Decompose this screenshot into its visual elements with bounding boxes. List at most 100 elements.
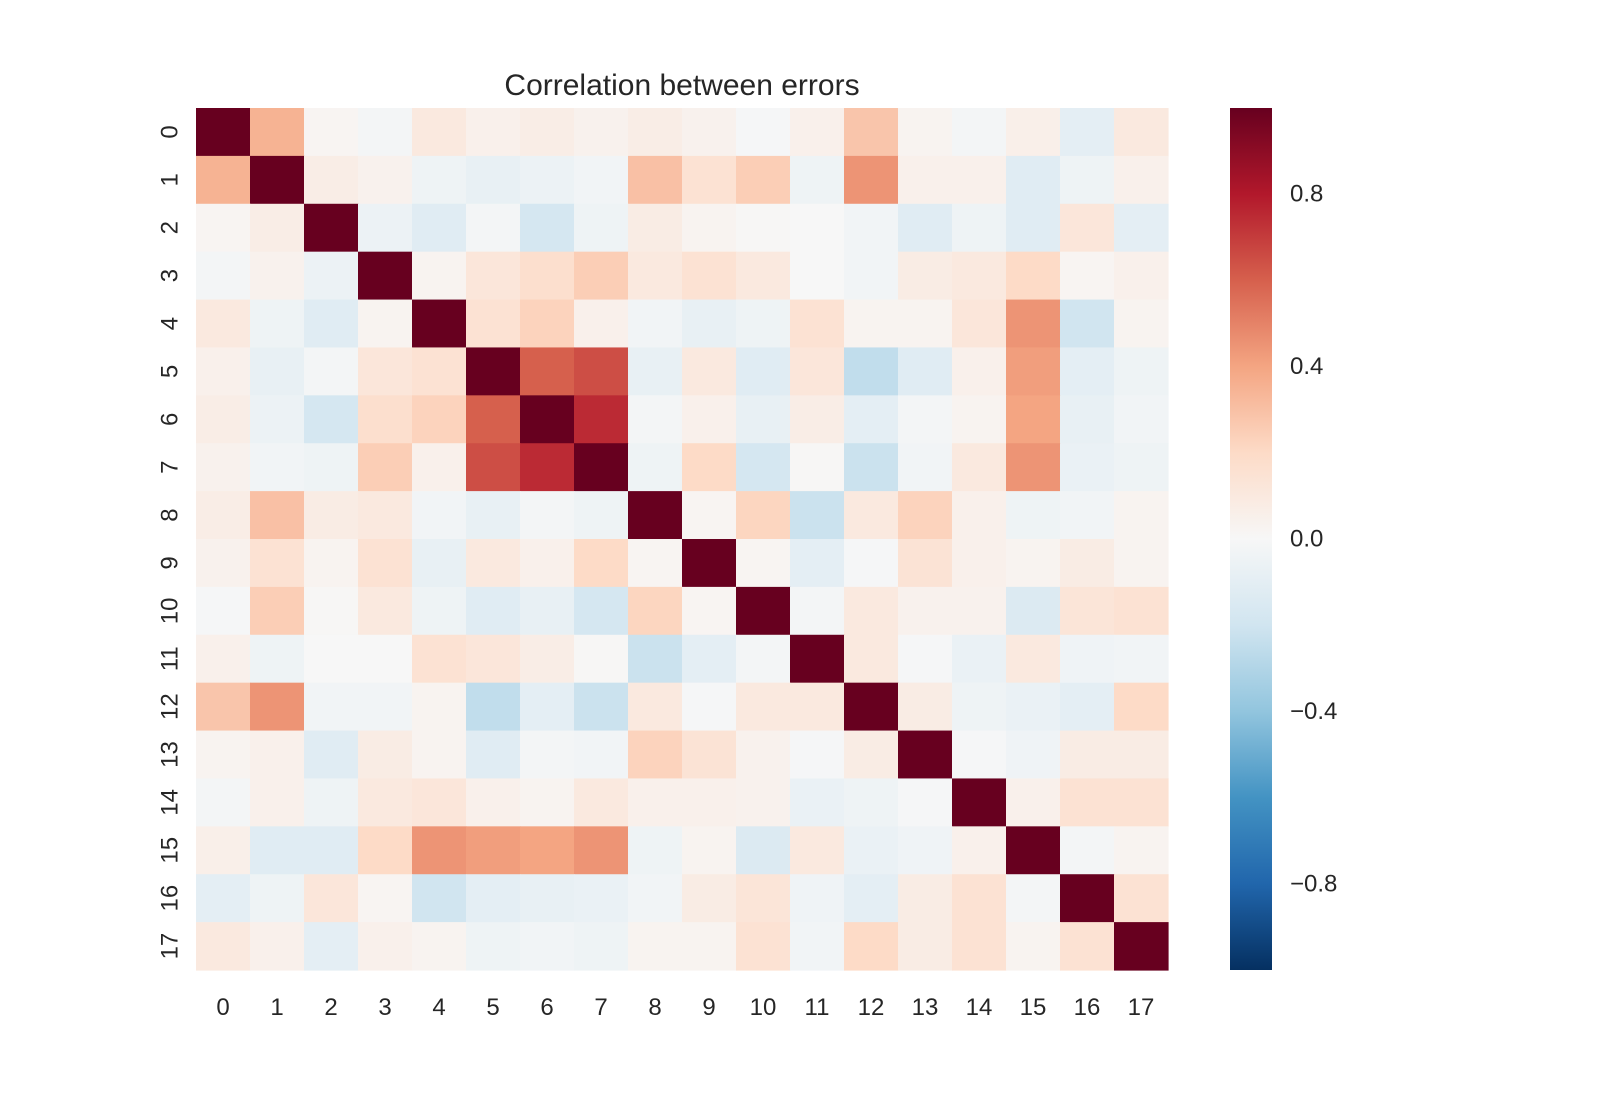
heatmap-cell-2-0 (196, 203, 251, 253)
x-tick-label-0: 0 (216, 994, 229, 1021)
heatmap-cell-9-13 (898, 539, 953, 588)
heatmap-cell-4-14 (952, 299, 1007, 349)
heatmap-cell-14-12 (844, 778, 899, 827)
heatmap-cell-4-8 (628, 299, 683, 349)
x-tick-label-4: 4 (432, 994, 445, 1021)
heatmap-cell-13-14 (952, 730, 1007, 780)
heatmap-cell-6-9 (682, 395, 737, 444)
heatmap-cell-5-8 (628, 347, 683, 396)
heatmap-cell-14-13 (898, 778, 953, 827)
heatmap-cell-9-2 (304, 539, 359, 588)
heatmap-cell-10-15 (1006, 586, 1061, 636)
heatmap-cell-8-15 (1006, 491, 1061, 540)
heatmap-cell-11-10 (736, 634, 791, 684)
heatmap-cell-8-4 (412, 491, 467, 540)
heatmap-cell-1-14 (952, 155, 1007, 205)
heatmap-cell-7-9 (682, 443, 737, 492)
heatmap-cell-17-12 (844, 922, 899, 971)
heatmap-cell-17-10 (736, 922, 791, 971)
heatmap-cell-1-15 (1006, 155, 1061, 205)
heatmap-cell-3-12 (844, 251, 899, 301)
heatmap-cell-11-12 (844, 634, 899, 684)
heatmap-cell-7-1 (250, 443, 305, 492)
heatmap-cell-11-9 (682, 634, 737, 684)
heatmap-cell-1-11 (790, 155, 845, 205)
heatmap-cell-17-16 (1060, 922, 1115, 971)
colorbar-tick-label-4: −0.8 (1290, 870, 1337, 897)
heatmap-cell-1-10 (736, 155, 791, 205)
heatmap-cell-0-14 (952, 108, 1007, 157)
heatmap-cell-3-5 (466, 251, 521, 301)
heatmap-cell-7-14 (952, 443, 1007, 492)
heatmap-cell-14-0 (196, 778, 251, 827)
heatmap-cell-6-5 (466, 395, 521, 444)
heatmap-cell-4-15 (1006, 299, 1061, 349)
heatmap-cell-10-6 (520, 586, 575, 636)
chart-title: Correlation between errors (504, 69, 859, 102)
heatmap-cell-2-15 (1006, 203, 1061, 253)
heatmap-cell-1-17 (1114, 155, 1169, 205)
heatmap-cell-1-9 (682, 155, 737, 205)
heatmap-cell-17-14 (952, 922, 1007, 971)
heatmap-cell-0-12 (844, 108, 899, 157)
heatmap-cell-0-3 (358, 108, 413, 157)
y-tick-label-12: 12 (157, 693, 184, 720)
heatmap-cell-16-9 (682, 874, 737, 923)
heatmap-cell-5-15 (1006, 347, 1061, 396)
heatmap-cell-7-3 (358, 443, 413, 492)
colorbar-tick-labels: 0.8 0.4 0.0 −0.4 −0.8 (1290, 181, 1337, 898)
heatmap-cell-17-13 (898, 922, 953, 971)
heatmap-cell-13-3 (358, 730, 413, 780)
heatmap-cell-4-3 (358, 299, 413, 349)
heatmap-cell-2-8 (628, 203, 683, 253)
heatmap-cell-3-16 (1060, 251, 1115, 301)
heatmap-cell-9-9 (682, 539, 737, 588)
heatmap-cell-17-8 (628, 922, 683, 971)
heatmap-cell-15-12 (844, 826, 899, 875)
heatmap-cell-13-2 (304, 730, 359, 780)
heatmap-cell-0-0 (196, 108, 251, 157)
heatmap-cell-11-0 (196, 634, 251, 684)
x-tick-label-9: 9 (702, 994, 715, 1021)
heatmap-cell-10-17 (1114, 586, 1169, 636)
heatmap-cell-1-16 (1060, 155, 1115, 205)
heatmap-cell-5-14 (952, 347, 1007, 396)
heatmap-cell-5-5 (466, 347, 521, 396)
heatmap-cell-6-16 (1060, 395, 1115, 444)
heatmap-cell-16-1 (250, 874, 305, 923)
heatmap-cell-0-13 (898, 108, 953, 157)
x-tick-label-8: 8 (648, 994, 661, 1021)
heatmap-cell-12-0 (196, 682, 251, 732)
heatmap-cell-16-4 (412, 874, 467, 923)
heatmap-cell-16-5 (466, 874, 521, 923)
heatmap-cell-5-12 (844, 347, 899, 396)
heatmap-cell-9-14 (952, 539, 1007, 588)
heatmap-cell-7-11 (790, 443, 845, 492)
heatmap-cell-2-13 (898, 203, 953, 253)
x-tick-label-2: 2 (324, 994, 337, 1021)
y-tick-label-7: 7 (157, 460, 184, 473)
heatmap-cell-14-10 (736, 778, 791, 827)
heatmap-cell-3-10 (736, 251, 791, 301)
heatmap-cell-4-16 (1060, 299, 1115, 349)
heatmap-cell-11-14 (952, 634, 1007, 684)
heatmap-cell-16-13 (898, 874, 953, 923)
heatmap-cell-13-1 (250, 730, 305, 780)
heatmap-cell-7-5 (466, 443, 521, 492)
heatmap-cell-1-5 (466, 155, 521, 205)
heatmap-cell-8-5 (466, 491, 521, 540)
heatmap-cell-16-0 (196, 874, 251, 923)
y-tick-label-11: 11 (157, 646, 184, 671)
heatmap-cell-2-14 (952, 203, 1007, 253)
colorbar-tick-label-2: 0.0 (1290, 526, 1323, 553)
heatmap-cell-3-15 (1006, 251, 1061, 301)
heatmap-cell-12-1 (250, 682, 305, 732)
heatmap-cell-10-16 (1060, 586, 1115, 636)
heatmap-cell-1-8 (628, 155, 683, 205)
heatmap-cell-10-1 (250, 586, 305, 636)
heatmap-cell-5-6 (520, 347, 575, 396)
heatmap-cell-13-6 (520, 730, 575, 780)
heatmap-cell-4-11 (790, 299, 845, 349)
heatmap-cell-7-16 (1060, 443, 1115, 492)
